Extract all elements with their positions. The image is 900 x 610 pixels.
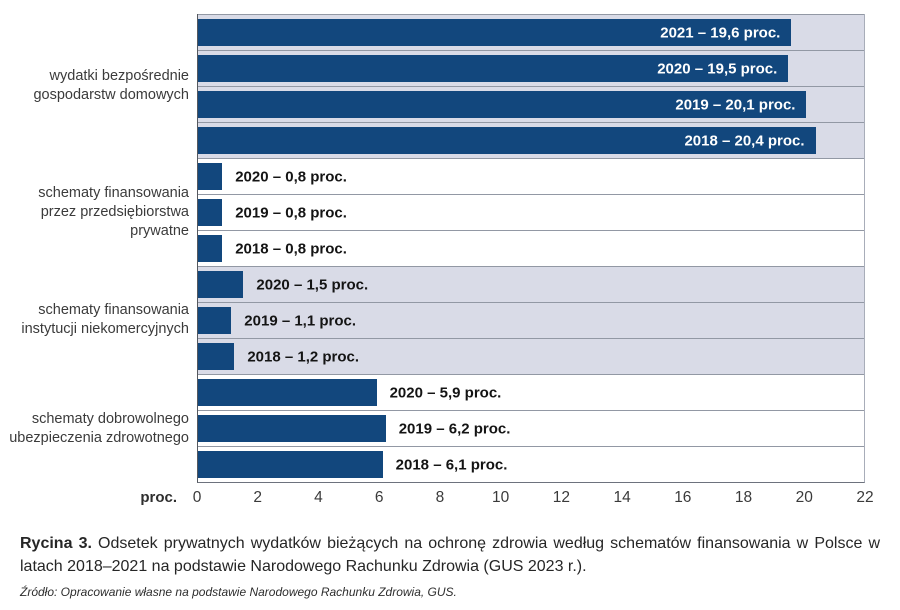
bar-2019 xyxy=(198,415,386,442)
x-axis-tick-16: 16 xyxy=(674,489,692,506)
x-axis-tick-20: 20 xyxy=(795,489,813,506)
figure-source: Źródło: Opracowanie własne na podstawie … xyxy=(20,585,457,599)
bar-row-2020: 2020 – 1,5 proc. xyxy=(198,266,864,302)
bar-value-label: 2020 – 19,5 proc. xyxy=(657,60,778,77)
category-label-line: schematy finansowania xyxy=(38,184,189,201)
bar-2020 xyxy=(198,379,377,406)
x-axis-tick-14: 14 xyxy=(613,489,631,506)
group-rows: 2020 – 1,5 proc. 2019 – 1,1 proc. 2018 – 1… xyxy=(197,266,865,374)
figure-caption-label: Rycina 3. xyxy=(20,535,92,552)
bar-row-2018: 2018 – 6,1 proc. xyxy=(198,446,864,482)
figure-caption-text: Odsetek prywatnych wydatków bieżących na… xyxy=(20,535,881,575)
bar-value-label: 2021 – 19,6 proc. xyxy=(660,24,781,41)
bar-value-label: 2019 – 6,2 proc. xyxy=(398,420,511,437)
x-axis: proc. 0 2 4 6 8 10 12 14 16 18 20 22 xyxy=(0,489,900,511)
x-axis-tick-4: 4 xyxy=(314,489,323,506)
category-label-line: ubezpieczenia zdrowotnego xyxy=(9,429,189,446)
bar-2020 xyxy=(198,163,223,190)
x-axis-unit-label: proc. xyxy=(140,489,177,506)
bar-2018 xyxy=(198,451,383,478)
bar-row-2018: 2018 – 1,2 proc. xyxy=(198,338,864,374)
bar-2019 xyxy=(198,199,223,226)
figure-caption: Rycina 3. Odsetek prywatnych wydatków bi… xyxy=(20,533,880,578)
x-axis-ticks: 0 2 4 6 8 10 12 14 16 18 20 22 xyxy=(193,489,874,511)
group-rows: 2021 – 19,6 proc. 2020 – 19,5 proc. 2019 –… xyxy=(197,14,865,158)
bar-value-label: 2020 – 5,9 proc. xyxy=(389,384,502,401)
bar-2019: 2019 – 20,1 proc. xyxy=(198,91,807,118)
bar-row-2020: 2020 – 19,5 proc. xyxy=(198,50,864,86)
category-group: wydatki bezpośrednie gospodarstw domowych… xyxy=(0,14,900,158)
bar-2018 xyxy=(198,235,223,262)
category-label-line: przez przedsiębiorstwa xyxy=(40,203,189,220)
bar-value-label: 2018 – 0,8 proc. xyxy=(235,240,347,257)
bar-row-2019: 2019 – 6,2 proc. xyxy=(198,410,864,446)
x-axis-tick-8: 8 xyxy=(435,489,445,506)
category-label-line: schematy finansowania xyxy=(38,302,189,318)
bar-2019 xyxy=(198,307,232,334)
bar-row-2019: 2019 – 1,1 proc. xyxy=(198,302,864,338)
bar-value-label: 2020 – 0,8 proc. xyxy=(235,168,347,185)
bar-row-2020: 2020 – 0,8 proc. xyxy=(198,158,864,194)
category-group: schematy finansowania przez przedsiębiors… xyxy=(0,158,900,266)
bar-row-2018: 2018 – 0,8 proc. xyxy=(198,230,864,266)
category-label-line: prywatne xyxy=(130,222,189,239)
bar-row-2018: 2018 – 20,4 proc. xyxy=(198,122,864,158)
category-label: wydatki bezpośrednie gospodarstw domowych xyxy=(0,14,197,158)
bar-value-label: 2019 – 0,8 proc. xyxy=(235,204,347,221)
category-label-line: wydatki bezpośrednie xyxy=(49,68,189,84)
bar-value-label: 2019 – 20,1 proc. xyxy=(675,96,796,113)
x-axis-tick-2: 2 xyxy=(253,489,263,506)
x-axis-tick-10: 10 xyxy=(492,489,510,506)
category-group: schematy finansowania instytucji niekomer… xyxy=(0,266,900,374)
bar-row-2019: 2019 – 20,1 proc. xyxy=(198,86,864,122)
bar-value-label: 2019 – 1,1 proc. xyxy=(244,312,357,329)
category-label: schematy finansowania przez przedsiębiors… xyxy=(0,158,197,266)
category-label-line: gospodarstw domowych xyxy=(33,87,189,103)
bar-row-2019: 2019 – 0,8 proc. xyxy=(198,194,864,230)
bar-value-label: 2018 – 6,1 proc. xyxy=(395,456,508,473)
category-label-line: schematy dobrowolnego xyxy=(31,410,189,427)
bar-2021: 2021 – 19,6 proc. xyxy=(198,19,792,46)
x-axis-tick-12: 12 xyxy=(552,489,570,506)
bar-value-label: 2020 – 1,5 proc. xyxy=(256,276,369,293)
group-rows: 2020 – 0,8 proc. 2019 – 0,8 proc. 2018 – 0… xyxy=(197,158,865,266)
bar-row-2020: 2020 – 5,9 proc. xyxy=(198,374,864,410)
x-axis-tick-22: 22 xyxy=(856,489,874,506)
x-axis-tick-0: 0 xyxy=(192,489,202,506)
bar-2020: 2020 – 19,5 proc. xyxy=(198,55,789,82)
category-label-line: instytucji niekomercyjnych xyxy=(21,321,189,337)
bar-value-label: 2018 – 20,4 proc. xyxy=(684,132,805,149)
bar-row-2021: 2021 – 19,6 proc. xyxy=(198,14,864,50)
bar-2018: 2018 – 20,4 proc. xyxy=(198,127,816,154)
x-axis-tick-18: 18 xyxy=(734,489,753,506)
bar-value-label: 2018 – 1,2 proc. xyxy=(247,348,360,365)
bar-chart: wydatki bezpośrednie gospodarstw domowych… xyxy=(0,14,900,483)
category-group: schematy dobrowolnego ubezpieczenia zdrow… xyxy=(0,374,900,483)
group-rows: 2020 – 5,9 proc. 2019 – 6,2 proc. 2018 – 6… xyxy=(197,374,865,483)
category-label: schematy dobrowolnego ubezpieczenia zdrow… xyxy=(0,374,197,483)
category-label: schematy finansowania instytucji niekomer… xyxy=(0,266,197,374)
bar-2018 xyxy=(198,343,235,370)
bar-2020 xyxy=(198,271,244,298)
x-axis-tick-6: 6 xyxy=(374,489,384,506)
